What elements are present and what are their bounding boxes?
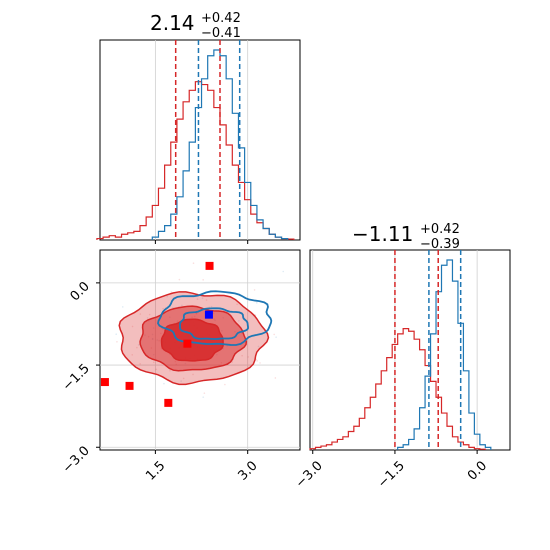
param2-title-minus: −0.39	[420, 237, 460, 252]
joint-scatter-dot	[224, 383, 226, 386]
joint-scatter-dot	[137, 344, 140, 346]
joint-marker-red	[125, 381, 134, 390]
joint-scatter-dot	[205, 299, 208, 301]
param1-histogram-red	[96, 81, 295, 240]
joint-marker-blue	[204, 310, 213, 319]
param1-title-value: 2.14	[150, 11, 195, 35]
joint-scatter-dot	[255, 302, 258, 304]
joint-scatter-dot	[275, 336, 277, 338]
joint-scatter-dot	[241, 354, 243, 357]
joint-marker-red	[164, 398, 173, 407]
joint-scatter-dot	[131, 354, 134, 356]
joint-scatter-dot	[148, 313, 151, 316]
joint-scatter-dot	[172, 306, 174, 309]
joint-scatter-dot	[282, 270, 285, 273]
param2-tick-label: −1.5	[375, 458, 408, 491]
param2-histogram-red	[309, 328, 486, 450]
joint-contour-blue	[157, 290, 273, 346]
joint-contour-blue	[179, 307, 249, 340]
joint-scatter-dot	[131, 325, 134, 328]
joint-scatter-dot	[181, 304, 183, 307]
param2-quantile-lines	[394, 250, 462, 450]
joint-x-tick-label: 3.0	[236, 458, 261, 483]
joint-scatter-dot	[192, 373, 194, 376]
joint-scatter-dot	[299, 380, 301, 383]
joint-scatter-dot	[247, 356, 249, 358]
param2-tick-label: −3.0	[293, 458, 326, 491]
joint-x-tick-label: 1.5	[143, 458, 168, 483]
joint-scatter-dot	[273, 333, 275, 336]
joint-scatter-dot	[196, 298, 199, 300]
joint-y-tick-label: −1.5	[60, 361, 93, 394]
joint-scatter-dot	[163, 382, 165, 385]
joint-scatter-dot	[202, 396, 205, 398]
param1-title-minus: −0.41	[201, 26, 241, 41]
joint-scatter-dot	[169, 370, 171, 372]
joint-x-ticks: 1.5 3.0	[143, 450, 261, 484]
joint-y-tick-label: 0.0	[68, 279, 93, 304]
joint-scatter-dot	[202, 279, 204, 281]
param1-title-plus: +0.42	[201, 11, 241, 26]
param2-tick-label: 0.0	[465, 458, 490, 483]
joint-scatter-dot	[178, 278, 181, 281]
joint-scatter-dot	[139, 363, 141, 365]
joint-scatter-dot	[152, 361, 155, 364]
joint-scatter-dot	[146, 317, 149, 319]
param2-histogram-blue	[397, 259, 492, 450]
joint-scatter-dot	[116, 341, 118, 343]
joint-scatter-dot	[238, 319, 240, 322]
joint-scatter-dot	[121, 306, 124, 308]
joint-scatter-dot	[192, 262, 195, 265]
joint-scatter-dot	[170, 291, 172, 293]
param2-axes-frame	[309, 249, 511, 451]
joint-axes-frame	[99, 249, 301, 451]
param1-quantile-lines	[174, 40, 241, 240]
joint-scatter-dot	[253, 289, 256, 291]
joint-y-ticks: −3.0 −1.5 0.0	[60, 279, 100, 476]
param2-title-plus: +0.42	[420, 222, 460, 237]
param2-ticks: −3.0 −1.5 0.0	[293, 450, 490, 491]
joint-scatter-dot	[274, 377, 277, 379]
joint-scatter-dot	[231, 361, 234, 363]
param1-axes-frame	[99, 39, 301, 241]
joint-scatter-dot	[180, 380, 182, 382]
param1-title: 2.14	[150, 11, 195, 35]
param2-title: −1.11	[352, 222, 413, 246]
joint-scatter-dot	[182, 377, 185, 380]
joint-scatter-dot	[203, 392, 206, 394]
joint-marker-red	[205, 261, 214, 270]
joint-contour-panel: 1.5 3.0 −3.0 −1.5 0.0	[60, 249, 301, 484]
joint-contours-blue	[157, 290, 273, 346]
param1-ticks	[154, 240, 249, 244]
joint-scatter-dot	[257, 345, 260, 348]
param1-grid	[154, 40, 249, 240]
joint-scatter-dot	[136, 346, 138, 349]
joint-scatter-dot	[115, 333, 118, 336]
joint-scatter-dot	[259, 362, 261, 364]
joint-scatter-dot	[201, 297, 204, 299]
param2-title-value: −1.11	[352, 222, 413, 246]
param1-histogram-panel: 2.14 +0.42 −0.41	[96, 11, 301, 244]
joint-marker-red	[100, 378, 109, 387]
joint-scatter-dot	[162, 307, 164, 310]
joint-scatter-dot	[166, 295, 169, 298]
joint-contour-red	[160, 318, 224, 362]
joint-scatter-dot	[236, 303, 238, 306]
joint-marker-red	[183, 339, 192, 348]
joint-scatter-dot	[256, 360, 258, 362]
joint-y-tick-label: −3.0	[60, 443, 93, 476]
joint-scatter-dot	[139, 313, 142, 315]
joint-scatter-dot	[155, 368, 158, 371]
joint-scatter-dot	[210, 305, 213, 308]
param2-histogram-panel: −3.0 −1.5 0.0 −1.11 +0.42 −0.39	[293, 222, 511, 491]
joint-markers	[100, 261, 214, 407]
